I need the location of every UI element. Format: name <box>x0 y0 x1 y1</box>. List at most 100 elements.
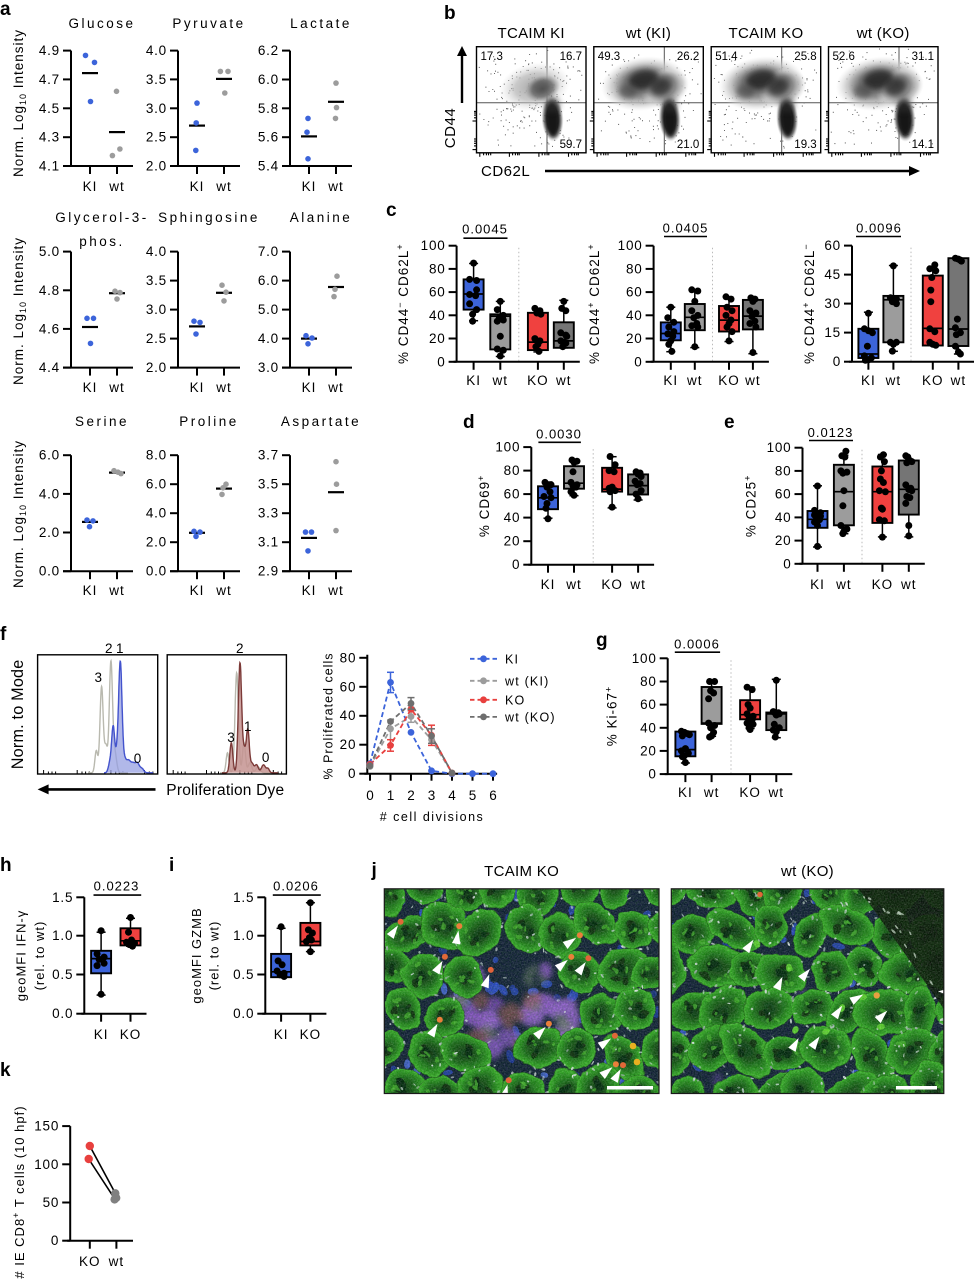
svg-text:0.0223: 0.0223 <box>94 879 140 894</box>
svg-text:KI: KI <box>94 1027 109 1042</box>
svg-text:KI: KI <box>678 785 693 800</box>
svg-text:4.7: 4.7 <box>39 72 60 87</box>
svg-text:31.1: 31.1 <box>912 51 934 63</box>
svg-text:(rel. to wt): (rel. to wt) <box>207 921 222 991</box>
svg-text:Proliferation Dye: Proliferation Dye <box>166 782 284 799</box>
svg-text:4.1: 4.1 <box>39 159 60 174</box>
svg-text:KO: KO <box>739 785 761 800</box>
svg-text:wt: wt <box>215 380 232 395</box>
svg-text:4.0: 4.0 <box>146 506 167 521</box>
svg-text:c: c <box>386 200 397 221</box>
svg-text:Serine: Serine <box>75 414 129 429</box>
svg-text:% Proliferated cells: % Proliferated cells <box>322 653 336 780</box>
svg-text:wt: wt <box>768 785 785 800</box>
svg-text:0: 0 <box>648 767 656 782</box>
svg-text:KO: KO <box>922 373 944 388</box>
svg-text:KI: KI <box>861 373 876 388</box>
svg-text:wt: wt <box>744 373 761 388</box>
svg-text:16.7: 16.7 <box>560 51 582 63</box>
svg-text:0: 0 <box>437 354 445 369</box>
svg-text:wt (KI): wt (KI) <box>625 25 671 42</box>
svg-text:KO: KO <box>300 1027 322 1042</box>
svg-text:6.0: 6.0 <box>146 477 167 492</box>
svg-text:% CD69+: % CD69+ <box>476 475 492 538</box>
svg-text:3.7: 3.7 <box>258 448 279 463</box>
svg-text:100: 100 <box>34 1157 59 1172</box>
svg-text:4.0: 4.0 <box>146 43 167 58</box>
svg-text:2.0: 2.0 <box>39 525 60 540</box>
svg-text:5.8: 5.8 <box>258 101 279 116</box>
svg-text:59.7: 59.7 <box>560 139 582 151</box>
svg-text:0: 0 <box>634 354 642 369</box>
svg-text:150: 150 <box>34 1119 59 1134</box>
svg-text:80: 80 <box>626 261 643 276</box>
svg-text:wt: wt <box>900 577 917 592</box>
svg-text:TCAIM KO: TCAIM KO <box>484 863 559 880</box>
svg-text:2.5: 2.5 <box>146 331 167 346</box>
svg-text:k: k <box>0 1060 11 1081</box>
svg-text:KI: KI <box>190 380 205 395</box>
svg-text:wt: wt <box>108 380 125 395</box>
svg-text:d: d <box>463 412 475 433</box>
svg-text:4.6: 4.6 <box>39 321 60 336</box>
svg-text:40: 40 <box>429 308 446 323</box>
svg-text:wt (KO): wt (KO) <box>856 25 910 42</box>
svg-text:3.0: 3.0 <box>258 360 279 375</box>
svg-text:2.5: 2.5 <box>146 130 167 145</box>
svg-text:0.0405: 0.0405 <box>663 221 709 236</box>
svg-text:0: 0 <box>833 354 841 369</box>
svg-text:0: 0 <box>134 751 142 766</box>
svg-text:KI: KI <box>274 1027 289 1042</box>
svg-text:1: 1 <box>387 788 395 803</box>
svg-text:100: 100 <box>767 440 792 455</box>
svg-text:60: 60 <box>504 487 521 502</box>
svg-text:2.0: 2.0 <box>146 535 167 550</box>
svg-text:Norm. Log10 Intensity: Norm. Log10 Intensity <box>11 29 28 177</box>
svg-text:KI: KI <box>663 373 678 388</box>
svg-text:wt: wt <box>686 373 703 388</box>
svg-text:21.0: 21.0 <box>677 139 699 151</box>
svg-text:1.0: 1.0 <box>52 928 73 943</box>
svg-text:KI: KI <box>83 583 98 598</box>
svg-text:0.0: 0.0 <box>52 1006 73 1021</box>
svg-text:KI: KI <box>810 577 825 592</box>
svg-text:40: 40 <box>504 510 521 525</box>
svg-text:KI: KI <box>190 583 205 598</box>
svg-text:wt: wt <box>327 179 344 194</box>
svg-text:4.4: 4.4 <box>39 360 60 375</box>
svg-text:Proline: Proline <box>179 414 239 429</box>
svg-text:% CD25+: % CD25+ <box>743 475 759 538</box>
svg-text:2: 2 <box>407 788 415 803</box>
svg-text:KI: KI <box>302 583 317 598</box>
svg-text:4.0: 4.0 <box>39 486 60 501</box>
svg-text:Norm. Log10 Intensity: Norm. Log10 Intensity <box>11 237 28 385</box>
svg-text:Norm. Log10 Intensity: Norm. Log10 Intensity <box>11 440 28 588</box>
svg-text:80: 80 <box>640 674 657 689</box>
svg-text:wt: wt <box>565 577 582 592</box>
svg-text:19.3: 19.3 <box>794 139 816 151</box>
svg-text:3.3: 3.3 <box>258 506 279 521</box>
svg-text:wt (KO): wt (KO) <box>504 710 556 724</box>
svg-text:0.0045: 0.0045 <box>462 222 508 237</box>
svg-text:26.2: 26.2 <box>677 51 699 63</box>
svg-text:100: 100 <box>495 440 520 455</box>
svg-text:51.4: 51.4 <box>715 51 738 63</box>
svg-text:KO: KO <box>505 693 525 707</box>
svg-text:1: 1 <box>244 719 252 734</box>
svg-text:0.0096: 0.0096 <box>856 221 902 236</box>
svg-text:Glycerol-3-: Glycerol-3- <box>55 210 149 225</box>
svg-text:6.0: 6.0 <box>39 448 60 463</box>
svg-text:2: 2 <box>105 641 113 656</box>
svg-text:wt: wt <box>327 380 344 395</box>
svg-text:20: 20 <box>429 331 446 346</box>
svg-text:# IE CD8+ T cells (10 hpf): # IE CD8+ T cells (10 hpf) <box>11 1105 27 1278</box>
svg-text:g: g <box>596 630 608 651</box>
svg-text:% CD44+ CD62L+: % CD44+ CD62L+ <box>586 243 602 364</box>
svg-text:5.0: 5.0 <box>258 302 279 317</box>
svg-text:KO: KO <box>79 1254 101 1269</box>
svg-text:KO: KO <box>120 1027 142 1042</box>
svg-text:wt (KI): wt (KI) <box>504 674 550 688</box>
svg-text:KI: KI <box>541 577 556 592</box>
svg-text:Lactate: Lactate <box>290 16 352 31</box>
svg-text:100: 100 <box>618 238 643 253</box>
